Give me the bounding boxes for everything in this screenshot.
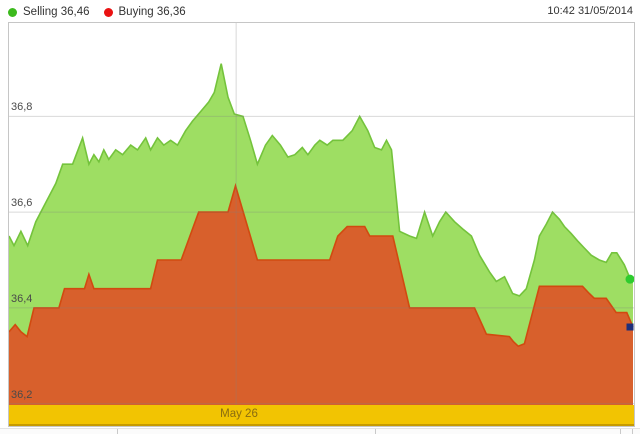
x-axis-date-label: May 26 [220, 408, 258, 420]
legend-selling-label: Selling 36,46 [23, 6, 90, 18]
legend-item-selling[interactable]: Selling 36,46 [8, 6, 90, 18]
y-axis-label-36-2: 36,2 [11, 388, 33, 401]
scrollbar-tick [620, 429, 621, 434]
legend-buying-label: Buying 36,36 [118, 6, 186, 18]
y-axis-label-36-6: 36,6 [11, 197, 33, 210]
selling-dot-icon [8, 7, 17, 17]
scrollbar-tick [375, 429, 376, 434]
scrollbar-tick [117, 429, 118, 434]
scrollbar-tick [632, 429, 633, 434]
y-axis-label-36-4: 36,4 [11, 292, 33, 305]
chart-frame: 36,8 36,6 36,4 36,2 May 26 [8, 22, 635, 427]
y-axis-label-36-8: 36,8 [11, 101, 33, 114]
price-area-chart [9, 23, 634, 406]
timestamp: 10:42 31/05/2014 [547, 5, 633, 17]
legend-item-buying[interactable]: Buying 36,36 [103, 6, 186, 18]
x-axis-date-band: May 26 [9, 405, 634, 426]
legend: Selling 36,46 Buying 36,36 [8, 3, 634, 21]
buying-dot-icon [103, 7, 113, 17]
chart-scrollbar[interactable] [0, 428, 640, 434]
